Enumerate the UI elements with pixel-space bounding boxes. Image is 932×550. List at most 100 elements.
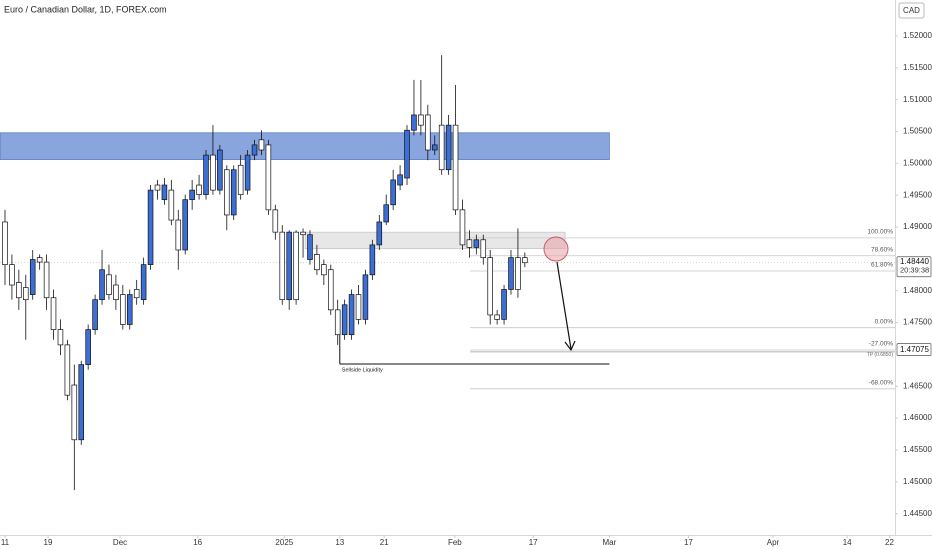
candle-body [341,304,348,336]
x-tick-label: 19 [44,538,53,547]
candle-body [362,274,369,320]
candle-body [459,209,466,246]
x-tick-label: 17 [529,538,538,547]
candle-body [293,231,299,301]
y-tick-label: 1.49500 [903,190,932,199]
candle-body [203,154,209,195]
candle-body [106,274,112,295]
x-tick-label: 13 [335,538,344,547]
fib-label: 0.00% [875,318,894,325]
candle-body [515,257,521,290]
candle-body [126,294,133,325]
arrow-head [564,340,576,352]
fib-label: 100.00% [867,229,893,236]
candle-body [168,189,175,221]
candle-body [272,209,279,233]
y-tick-label: 1.48000 [903,286,932,295]
candle-body [230,169,237,216]
candle-body [217,149,223,191]
candle-body [140,264,147,301]
fib-label: 78.60% [871,246,893,253]
y-tick-label: 1.50000 [903,158,932,167]
candle-body [99,269,105,301]
candle-body [307,234,313,260]
y-tick-label: 1.44500 [903,509,932,518]
x-tick-label: 17 [684,538,693,547]
candle-body [286,231,292,301]
chart-title: Euro / Canadian Dollar, 1D, FOREX.com [4,4,167,14]
candle-body [445,124,452,171]
candle-body [327,269,334,311]
candle-body [494,314,500,320]
candle-body [466,239,473,248]
currency: CAD [903,6,920,15]
candle-body [36,257,43,263]
candle-body [321,264,327,276]
candle-body [189,189,195,201]
x-tick-label: Mar [603,538,617,547]
candle-body [16,282,22,299]
candle-body [480,239,487,258]
x-tick-label: 2025 [275,538,293,547]
y-tick-label: 1.51000 [903,95,932,104]
candle-body [473,239,480,248]
candle-body [133,289,140,299]
candle-body [57,329,64,346]
candle-body [182,199,188,251]
candle-body [175,219,182,251]
x-tick-label: 11 [1,538,10,547]
candle-body [224,169,230,216]
candle-body [355,294,362,320]
candle-body [390,179,396,206]
candle-body [508,257,514,290]
y-tick-label: 1.47500 [903,318,932,327]
candle-body [411,114,417,131]
x-tick-label: Dec [113,538,127,547]
candle-body [418,114,424,126]
candle-body [258,139,265,151]
candle-body [397,174,403,186]
y-tick-label: 1.45500 [903,445,932,454]
candle-body [383,204,390,223]
x-tick-label: Feb [448,538,462,547]
candle-body [251,144,258,156]
candle-body [154,184,161,191]
countdown: 20:39:38 [900,266,929,275]
candle-body [452,124,459,211]
liquidity-label: Sellside Liquidity [342,367,383,373]
candle-body [85,329,91,365]
fib-label: 61.80% [871,262,893,269]
candle-body [314,254,320,271]
candle-body [487,257,493,316]
candle-body [120,294,126,325]
y-tick-label: 1.45000 [903,477,932,486]
candle-body [210,154,216,191]
candle-body [522,257,528,264]
candle-body [425,114,431,151]
candle-body [113,284,119,301]
candle-body [279,231,286,301]
x-tick-label: Apr [767,538,780,547]
y-tick-label: 1.46500 [903,381,932,390]
zone [304,231,566,250]
plot-area: 100.00% 78.60% 61.80% 0.00% -27.00% -68.00% TP… [0,55,895,491]
candle-body [431,144,438,151]
last-price-box [896,256,932,278]
candle-body [237,164,244,195]
candle-body [71,384,78,441]
candle-body [501,289,507,320]
y-tick-label: 1.49000 [903,222,932,231]
candle-body [348,294,355,336]
currency-box [898,2,925,19]
candle-body [438,124,445,171]
candle-body [376,221,383,246]
candle-body [9,264,15,286]
candle-body [2,221,8,265]
y-tick-label: 1.46000 [903,413,932,422]
candle-body [23,287,29,301]
target-price-box [896,343,932,357]
candle-body [147,189,154,265]
fib-label: -27.00% [869,341,893,348]
highlight-circle [543,236,569,262]
